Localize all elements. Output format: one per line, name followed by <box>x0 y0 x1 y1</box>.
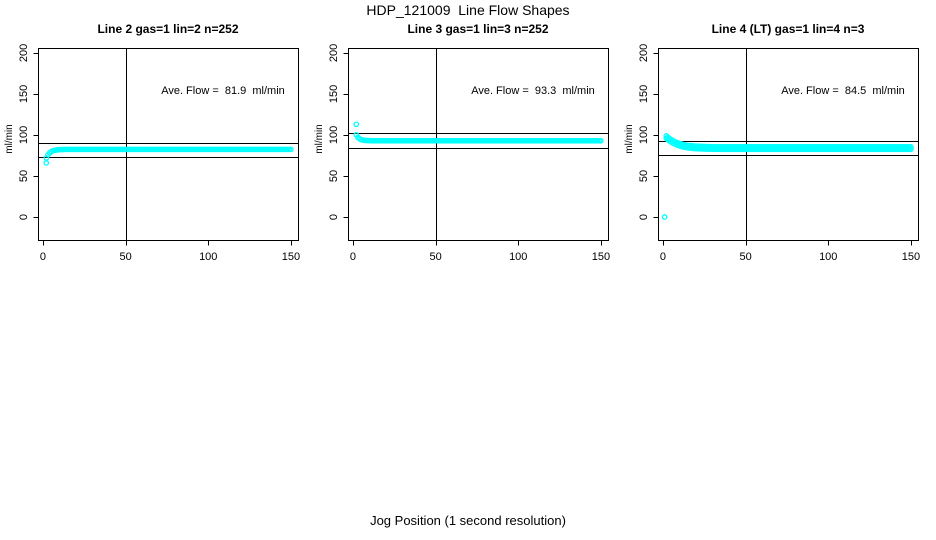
y-axis-tick-label: 200 <box>18 44 30 62</box>
figure-title: HDP_121009 Line Flow Shapes <box>366 2 570 18</box>
y-axis-tick-label: 200 <box>638 44 650 62</box>
plot-box <box>38 48 299 241</box>
x-axis-label: Jog Position (1 second resolution) <box>370 513 566 528</box>
subplot-line-3: Line 3 gas=1 lin=3 n=252 Ave. Flow = 93.… <box>310 0 622 300</box>
y-axis-tick-label: 0 <box>328 214 340 220</box>
x-axis-tick-label: 50 <box>429 251 441 263</box>
subplot-line-2: Line 2 gas=1 lin=2 n=252 Ave. Flow = 81.… <box>0 0 312 300</box>
outlier-data-point <box>43 160 50 166</box>
y-axis-unit-label: ml/min <box>4 124 15 153</box>
x-axis-tick-label: 50 <box>119 251 131 263</box>
y-axis-unit-label: ml/min <box>314 124 325 153</box>
subplot-line-4-ave-flow-annotation: Ave. Flow = 84.5 ml/min <box>781 85 905 97</box>
plot-box <box>348 48 609 241</box>
x-axis-tick-label: 50 <box>739 251 751 263</box>
data-point <box>908 144 914 150</box>
y-axis-tick-label: 100 <box>638 126 650 144</box>
x-axis-tick-label: 100 <box>819 251 837 263</box>
subplot-line-2-title: Line 2 gas=1 lin=2 n=252 <box>97 22 239 36</box>
y-axis-tick-label: 50 <box>328 170 340 182</box>
data-point <box>598 137 604 144</box>
subplot-line-4-title: Line 4 (LT) gas=1 lin=4 n=3 <box>711 22 865 36</box>
x-axis-tick-label: 0 <box>660 251 666 263</box>
subplot-line-4: Line 4 (LT) gas=1 lin=4 n=3 Ave. Flow = … <box>620 0 932 300</box>
y-axis-tick-label: 50 <box>638 170 650 182</box>
outlier-data-point <box>353 121 360 128</box>
y-axis-tick-label: 0 <box>638 214 650 220</box>
data-point <box>908 146 914 153</box>
y-axis-unit-label: ml/min <box>624 124 635 153</box>
x-axis-tick-label: 100 <box>199 251 217 263</box>
y-axis-tick-label: 100 <box>18 126 30 144</box>
data-point <box>288 146 294 153</box>
x-axis-tick-label: 0 <box>350 251 356 263</box>
subplot-line-3-plot-area: 0 50 100 150 0 50 100 150 200 ml/min <box>314 44 610 263</box>
x-axis-tick-label: 100 <box>509 251 527 263</box>
y-axis-tick-label: 100 <box>328 126 340 144</box>
subplot-line-3-title: Line 3 gas=1 lin=3 n=252 <box>407 22 549 36</box>
y-axis-tick-label: 50 <box>18 170 30 182</box>
x-axis-tick-label: 0 <box>40 251 46 263</box>
x-axis-tick-label: 150 <box>902 251 920 263</box>
x-axis-tick-label: 150 <box>592 251 610 263</box>
subplot-line-3-ave-flow-annotation: Ave. Flow = 93.3 ml/min <box>471 85 595 97</box>
plot-box <box>658 48 919 241</box>
subplot-line-4-plot-area: 0 50 100 150 0 50 100 150 200 ml/min <box>624 44 920 263</box>
y-axis-tick-label: 150 <box>638 85 650 103</box>
x-axis-tick-label: 150 <box>282 251 300 263</box>
outlier-data-point <box>661 214 668 220</box>
y-axis-tick-label: 150 <box>328 85 340 103</box>
y-axis-tick-label: 0 <box>18 214 30 220</box>
subplot-line-2-plot-area: 0 50 100 150 0 50 100 150 200 ml/min <box>4 44 300 263</box>
y-axis-tick-label: 200 <box>328 44 340 62</box>
subplot-line-2-ave-flow-annotation: Ave. Flow = 81.9 ml/min <box>161 85 285 97</box>
y-axis-tick-label: 150 <box>18 85 30 103</box>
